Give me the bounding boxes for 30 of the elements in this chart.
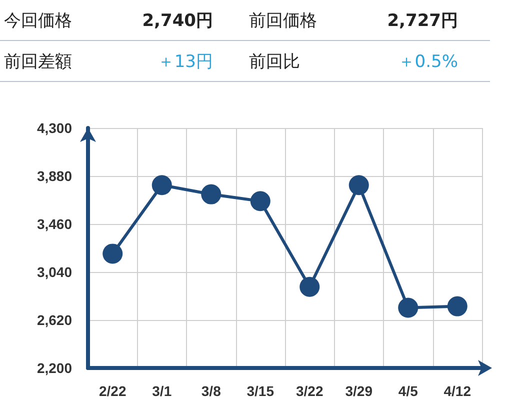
text: 2,740円 <box>141 10 214 32</box>
x-tick-label: 2/22 <box>99 383 126 399</box>
y-tick-label: 3,040 <box>36 264 72 280</box>
x-tick-label: 3/15 <box>246 383 274 399</box>
point <box>348 175 369 196</box>
y-tick-label: 3,880 <box>36 168 72 184</box>
y-tick-label: 4,300 <box>36 120 72 136</box>
text: 前回比 <box>248 50 301 72</box>
y-tick-label: 2,620 <box>36 312 72 328</box>
point <box>398 298 418 318</box>
point <box>250 191 270 212</box>
point <box>300 276 320 297</box>
text: 今回価格 <box>3 10 73 32</box>
x-tick-label: 3/22 <box>296 383 324 399</box>
text: 前回価格 <box>248 10 318 32</box>
text: 前回差額 <box>3 50 73 72</box>
x-tick-label: 4/5 <box>398 383 418 399</box>
y-tick-label: 2,200 <box>36 360 72 376</box>
y-tick-label: 3,460 <box>36 216 72 232</box>
x-tick-label: 3/1 <box>152 383 172 399</box>
text: ＋13円 <box>156 50 214 72</box>
point <box>201 184 222 204</box>
point <box>447 296 468 316</box>
text: ＋0.5% <box>396 50 459 72</box>
x-tick-label: 4/12 <box>444 383 472 399</box>
point <box>102 244 123 264</box>
x-tick-label: 3/29 <box>345 383 373 399</box>
x-tick-label: 3/8 <box>201 383 222 399</box>
text: 2,727円 <box>386 10 459 32</box>
point <box>152 175 172 196</box>
